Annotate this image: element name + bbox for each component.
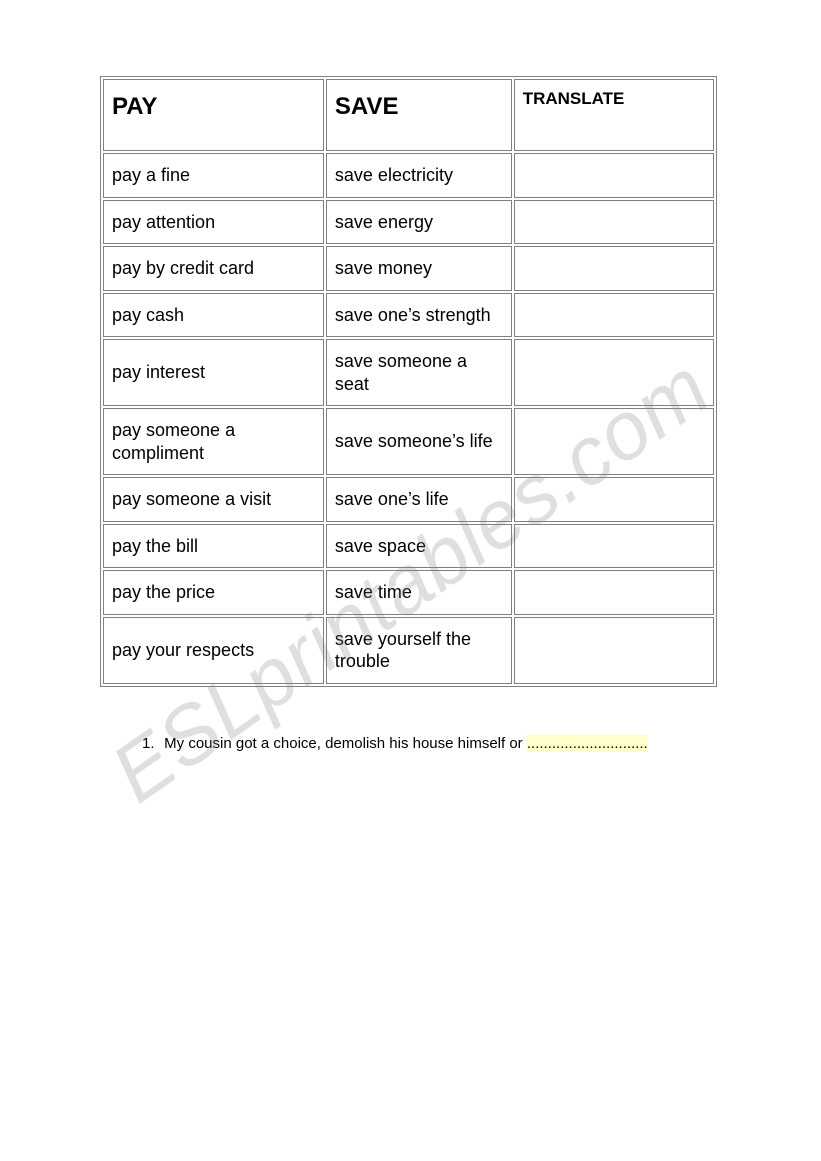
- table-row: pay cash save one’s strength: [103, 293, 714, 338]
- table-header-row: PAY SAVE TRANSLATE: [103, 79, 714, 151]
- cell-pay: pay interest: [103, 339, 324, 406]
- header-save: SAVE: [326, 79, 512, 151]
- cell-save: save yourself the trouble: [326, 617, 512, 684]
- cell-pay: pay attention: [103, 200, 324, 245]
- table-row: pay interest save someone a seat: [103, 339, 714, 406]
- cell-save: save someone a seat: [326, 339, 512, 406]
- cell-save: save time: [326, 570, 512, 615]
- cell-save: save someone’s life: [326, 408, 512, 475]
- cell-translate[interactable]: [514, 524, 714, 569]
- cell-pay: pay someone a visit: [103, 477, 324, 522]
- cell-translate[interactable]: [514, 339, 714, 406]
- cell-pay: pay a fine: [103, 153, 324, 198]
- header-translate: TRANSLATE: [514, 79, 714, 151]
- header-pay: PAY: [103, 79, 324, 151]
- table-row: pay attention save energy: [103, 200, 714, 245]
- cell-translate[interactable]: [514, 200, 714, 245]
- collocations-table: PAY SAVE TRANSLATE pay a fine save elect…: [100, 76, 717, 687]
- table-row: pay by credit card save money: [103, 246, 714, 291]
- table-row: pay a fine save electricity: [103, 153, 714, 198]
- worksheet-page: ESLprintables.com PAY SAVE TRANSLATE pay…: [0, 0, 821, 1161]
- cell-pay: pay your respects: [103, 617, 324, 684]
- exercise-item: 1. My cousin got a choice, demolish his …: [142, 735, 821, 752]
- cell-translate[interactable]: [514, 246, 714, 291]
- cell-save: save one’s strength: [326, 293, 512, 338]
- table-row: pay someone a compliment save someone’s …: [103, 408, 714, 475]
- cell-pay: pay someone a compliment: [103, 408, 324, 475]
- table-row: pay the price save time: [103, 570, 714, 615]
- cell-translate[interactable]: [514, 153, 714, 198]
- cell-save: save energy: [326, 200, 512, 245]
- exercise-number: 1.: [142, 735, 160, 752]
- cell-save: save electricity: [326, 153, 512, 198]
- cell-pay: pay the bill: [103, 524, 324, 569]
- cell-save: save space: [326, 524, 512, 569]
- table-row: pay your respects save yourself the trou…: [103, 617, 714, 684]
- table-row: pay the bill save space: [103, 524, 714, 569]
- cell-translate[interactable]: [514, 617, 714, 684]
- cell-pay: pay the price: [103, 570, 324, 615]
- table-row: pay someone a visit save one’s life: [103, 477, 714, 522]
- cell-save: save money: [326, 246, 512, 291]
- cell-save: save one’s life: [326, 477, 512, 522]
- cell-pay: pay cash: [103, 293, 324, 338]
- cell-translate[interactable]: [514, 477, 714, 522]
- cell-translate[interactable]: [514, 408, 714, 475]
- cell-translate[interactable]: [514, 570, 714, 615]
- cell-translate[interactable]: [514, 293, 714, 338]
- cell-pay: pay by credit card: [103, 246, 324, 291]
- exercise-text: My cousin got a choice, demolish his hou…: [164, 735, 527, 752]
- exercise-blank[interactable]: .............................: [527, 735, 648, 752]
